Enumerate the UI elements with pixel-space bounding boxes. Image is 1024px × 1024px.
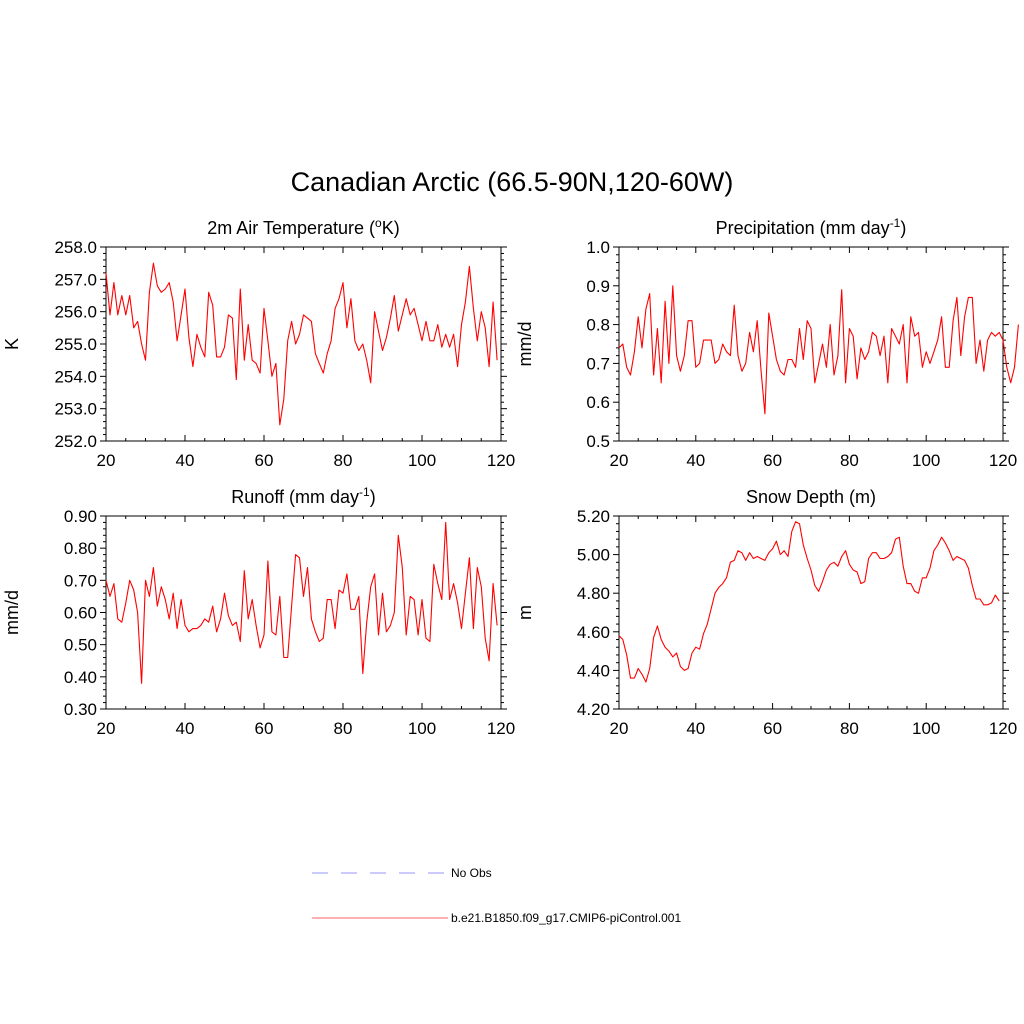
x-tick-label: 60 <box>255 719 274 738</box>
y-tick-label: 0.7 <box>586 354 610 373</box>
y-tick-label: 258.0 <box>54 238 97 257</box>
y-tick-label: 4.40 <box>577 661 610 680</box>
series-line-runoff <box>105 521 498 684</box>
x-tick-label: 60 <box>763 451 782 470</box>
y-axis-label: m <box>515 605 535 620</box>
x-tick-label: 20 <box>610 451 629 470</box>
y-tick-label: 256.0 <box>54 303 97 322</box>
panel-precipitation: 20 40 60 80 100 120 0.5 0.6 0.7 0.8 0.9 1.0 mm/d Prec… <box>515 216 1019 470</box>
x-tick-label: 60 <box>255 451 274 470</box>
panel-title-main: Runoff (mm day <box>231 487 359 507</box>
x-tick-label: 20 <box>97 451 116 470</box>
y-tick-label: 1.0 <box>586 238 610 257</box>
panel-title-main: 2m Air Temperature ( <box>207 218 375 238</box>
x-tick-label: 120 <box>487 451 515 470</box>
legend-model-label: b.e21.B1850.f09_g17.CMIP6-piControl.001 <box>451 911 681 925</box>
y-tick-label: 252.0 <box>54 432 97 451</box>
x-tick-label: 80 <box>334 719 353 738</box>
panel-title: Snow Depth (m) <box>746 487 876 507</box>
panel-title-main: Snow Depth (m) <box>746 487 876 507</box>
y-tick-label: 0.70 <box>64 571 97 590</box>
x-tick-label: 20 <box>610 719 629 738</box>
panel-title-tail: ) <box>900 218 906 238</box>
y-tick-label: 0.5 <box>586 432 610 451</box>
y-tick-label: 0.80 <box>64 539 97 558</box>
y-axis-label: mm/d <box>515 322 535 367</box>
x-tick-label: 80 <box>334 451 353 470</box>
y-tick-label: 5.00 <box>577 546 610 565</box>
panel-title-superscript: -1 <box>359 485 370 499</box>
y-tick-label: 0.9 <box>586 277 610 296</box>
y-tick-label: 4.20 <box>577 700 610 719</box>
legend: No Obs b.e21.B1850.f09_g17.CMIP6-piContr… <box>312 866 681 925</box>
panel-air-temperature: 20 40 60 80 100 120 252.0 253.0 254.0 255.0 256.0 2… <box>2 216 515 470</box>
series-line-precipitation <box>618 285 1019 415</box>
panel-title-main: Precipitation (mm day <box>716 218 890 238</box>
y-tick-label: 253.0 <box>54 400 97 419</box>
panel-title-superscript: -1 <box>890 216 901 230</box>
y-tick-label: 0.50 <box>64 636 97 655</box>
page-title: Canadian Arctic (66.5-90N,120-60W) <box>290 167 734 197</box>
x-tick-label: 100 <box>408 719 436 738</box>
y-axis-label: mm/d <box>2 590 22 635</box>
y-axis-label: K <box>2 338 22 350</box>
x-tick-label: 100 <box>912 451 940 470</box>
y-tick-label: 0.90 <box>64 507 97 526</box>
y-tick-label: 0.60 <box>64 604 97 623</box>
x-tick-label: 120 <box>989 719 1017 738</box>
x-tick-label: 80 <box>840 451 859 470</box>
y-tick-label: 0.6 <box>586 393 610 412</box>
legend-obs-label: No Obs <box>451 866 492 880</box>
x-tick-label: 40 <box>176 451 195 470</box>
y-tick-label: 4.60 <box>577 623 610 642</box>
x-tick-label: 100 <box>408 451 436 470</box>
series-line-air-temperature <box>105 262 498 426</box>
x-tick-label: 40 <box>176 719 195 738</box>
y-tick-label: 254.0 <box>54 367 97 386</box>
panel-snow-depth: 20 40 60 80 100 120 4.20 4.40 4.60 4.80 5.00 5.20 m S… <box>515 487 1017 738</box>
panel-title: Precipitation (mm day-1) <box>716 216 907 238</box>
panel-runoff: 20 40 60 80 100 120 0.30 0.40 0.50 0.60 0.70 0.80 0.… <box>2 485 515 738</box>
panel-title: Runoff (mm day-1) <box>231 485 375 507</box>
plot-frame <box>618 246 1004 442</box>
y-tick-label: 0.40 <box>64 668 97 687</box>
y-tick-label: 4.80 <box>577 584 610 603</box>
x-tick-label: 20 <box>97 719 116 738</box>
y-tick-label: 257.0 <box>54 270 97 289</box>
y-tick-label: 0.30 <box>64 700 97 719</box>
x-tick-label: 120 <box>487 719 515 738</box>
x-tick-label: 100 <box>912 719 940 738</box>
x-tick-label: 40 <box>686 451 705 470</box>
y-tick-label: 5.20 <box>577 507 610 526</box>
panel-title-superscript: o <box>375 216 382 230</box>
plot-frame <box>618 515 1004 710</box>
chart-panels: 20 40 60 80 100 120 252.0 253.0 254.0 255.0 256.0 2… <box>2 216 1019 738</box>
y-tick-label: 255.0 <box>54 335 97 354</box>
series-line-snow-depth <box>618 521 1000 683</box>
x-tick-label: 40 <box>686 719 705 738</box>
x-tick-label: 80 <box>840 719 859 738</box>
panel-title-tail: K) <box>382 218 400 238</box>
x-tick-label: 60 <box>763 719 782 738</box>
panel-title-tail: ) <box>370 487 376 507</box>
panel-title: 2m Air Temperature (oK) <box>207 216 399 238</box>
y-tick-label: 0.8 <box>586 316 610 335</box>
plot-frame <box>105 515 502 710</box>
x-tick-label: 120 <box>989 451 1017 470</box>
